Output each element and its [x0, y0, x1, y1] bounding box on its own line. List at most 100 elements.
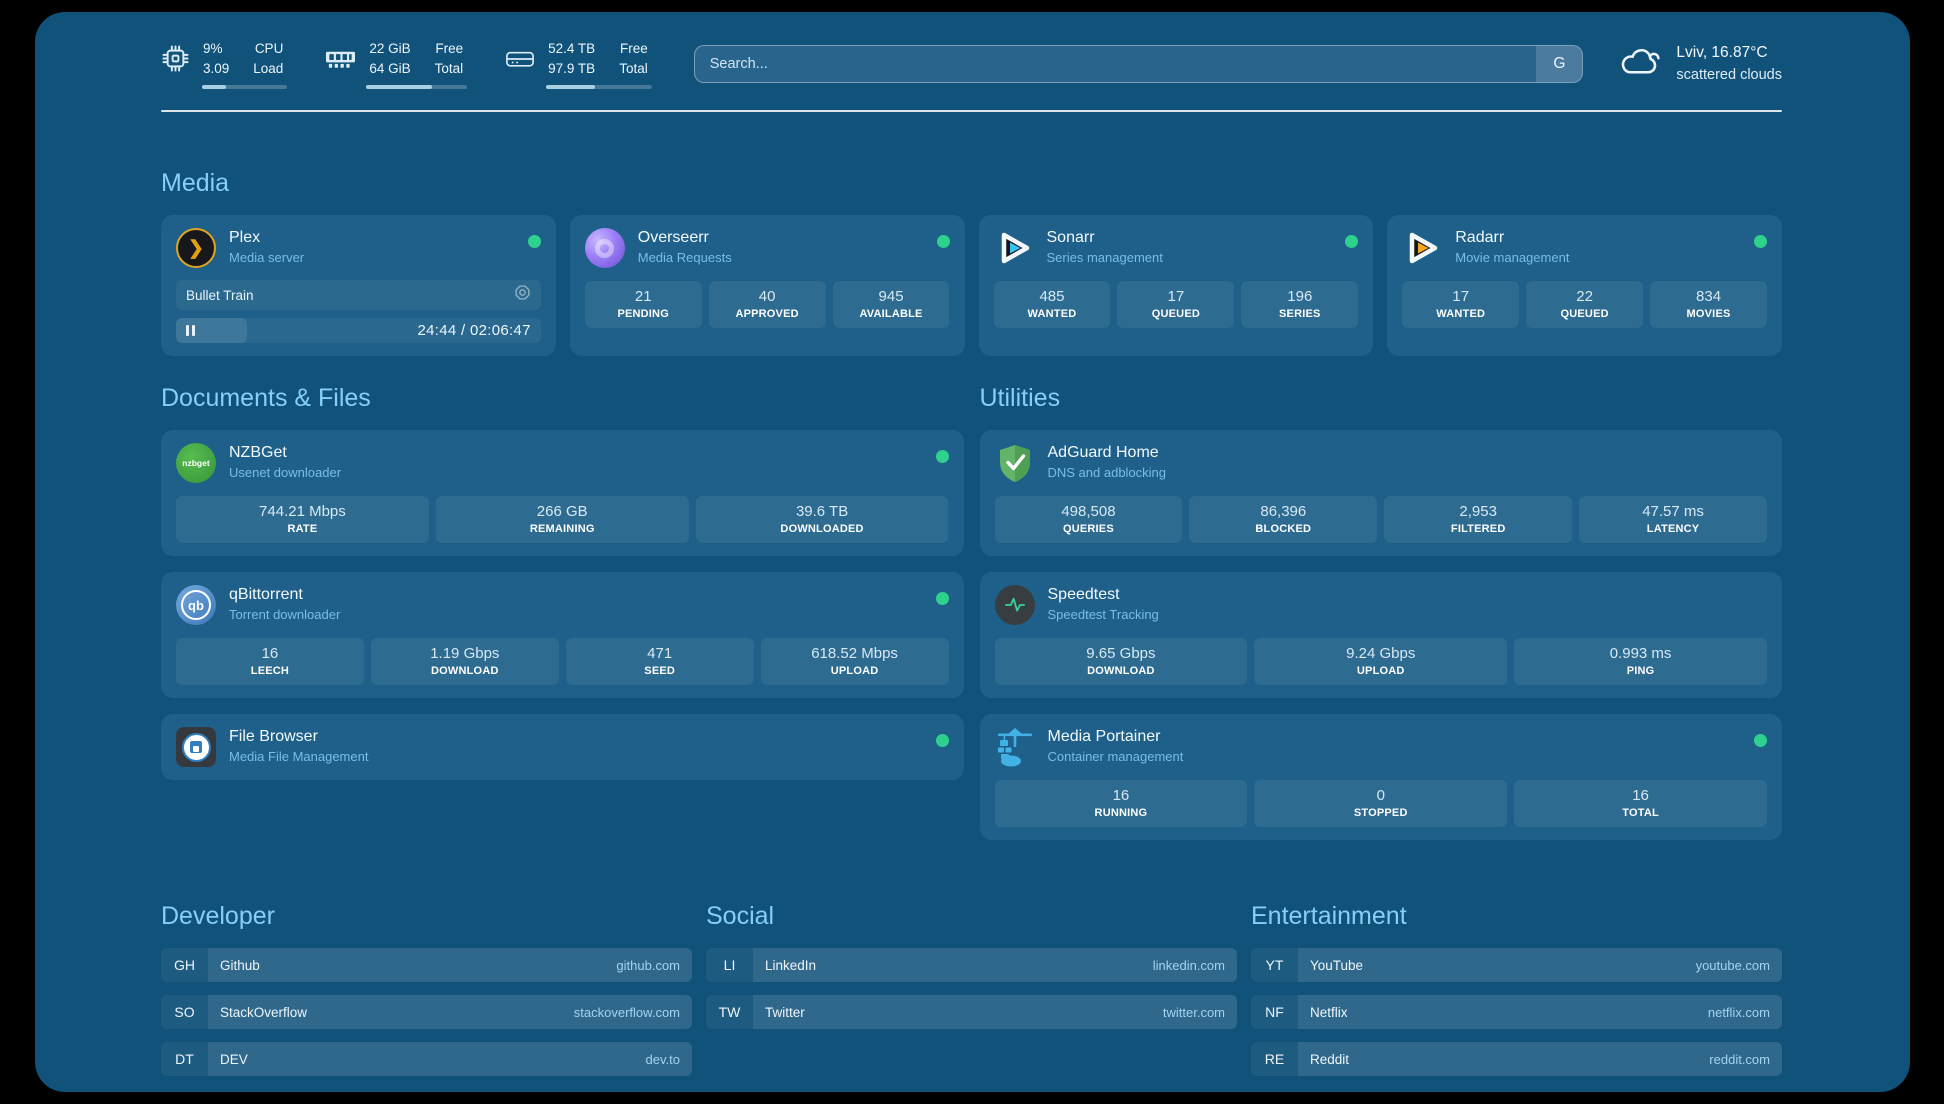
stat-stopped: 0 STOPPED [1254, 780, 1508, 828]
status-dot [935, 734, 949, 748]
status-dot [935, 592, 949, 606]
stat-blocked: 86,396 BLOCKED [1189, 496, 1378, 544]
cloud-icon [1617, 45, 1662, 83]
section-title-media: Media [161, 169, 230, 198]
section-title-social: Social [706, 902, 775, 931]
service-description: Media server [229, 250, 305, 266]
status-dot [527, 235, 541, 249]
service-name: Sonarr [1046, 229, 1095, 247]
service-name: AdGuard Home [1047, 444, 1159, 462]
gear-icon[interactable] [514, 284, 531, 306]
header-divider [161, 110, 1782, 113]
stat-rate: 744.21 Mbps RATE [176, 496, 429, 544]
disk-icon [505, 48, 535, 70]
stat-queued: 17 QUEUED [1117, 281, 1235, 329]
service-description: Usenet downloader [229, 465, 342, 481]
service-card-filebrowser[interactable]: File Browser Media File Management [161, 714, 964, 781]
cpu-usage-label: CPU [254, 41, 284, 56]
playback-progress-bar: 24:44 / 02:06:47 [176, 318, 541, 344]
stat-pending: 21 PENDING [584, 281, 702, 329]
service-name: qBittorrent [229, 586, 303, 604]
service-description: Movie management [1455, 250, 1570, 266]
weather-widget: Lviv, 16.87°C scattered clouds [1617, 42, 1782, 85]
bookmark-dev[interactable]: DT DEV dev.to [161, 1042, 692, 1077]
portainer-icon [995, 727, 1035, 767]
status-dot [935, 450, 949, 464]
memory-resource-widget: 22 GiB 64 GiB Free Total [325, 39, 468, 90]
stat-series: 196 SERIES [1241, 281, 1359, 329]
speedtest-icon [994, 585, 1035, 626]
service-card-speedtest[interactable]: Speedtest Speedtest Tracking 9.65 Gbps D… [979, 572, 1782, 699]
stat-total: 16 TOTAL [1514, 780, 1767, 828]
memory-icon [325, 48, 356, 70]
bookmark-reddit[interactable]: RE Reddit reddit.com [1251, 1042, 1782, 1077]
service-description: DNS and adblocking [1047, 465, 1167, 481]
memory-free-value: 22 GiB [369, 41, 411, 56]
stat-filtered: 2,953 FILTERED [1384, 496, 1573, 544]
overseerr-icon [584, 228, 625, 269]
status-dot [1345, 235, 1359, 249]
service-description: Torrent downloader [229, 607, 341, 623]
stat-leech: 16 LEECH [176, 638, 364, 686]
memory-progress-bar [366, 85, 468, 90]
service-name: Media Portainer [1047, 728, 1161, 746]
stat-ping: 0.993 ms PING [1514, 638, 1767, 686]
stat-movies: 834 MOVIES [1650, 281, 1767, 329]
section-title-utilities: Utilities [979, 384, 1061, 413]
stat-upload: 9.24 Gbps UPLOAD [1254, 638, 1508, 686]
weather-location-temp: Lviv, 16.87°C [1676, 44, 1768, 62]
disk-total-label: Total [619, 60, 648, 76]
service-card-radarr[interactable]: Radarr Movie management 17 WANTED 22 QUE… [1387, 215, 1782, 357]
service-description: Speedtest Tracking [1047, 607, 1159, 623]
bookmark-linkedin[interactable]: LI LinkedIn linkedin.com [706, 948, 1237, 983]
service-name: Overseerr [637, 229, 709, 247]
service-description: Series management [1046, 250, 1163, 266]
bookmark-group-social: Social LI LinkedIn linkedin.com TW Twitt… [706, 902, 1237, 1076]
bookmark-netflix[interactable]: NF Netflix netflix.com [1251, 995, 1782, 1030]
status-dot [936, 235, 950, 249]
search-input[interactable] [694, 46, 1537, 83]
search-bar: G [693, 45, 1584, 84]
stat-latency: 47.57 ms LATENCY [1579, 496, 1767, 544]
now-playing-row: Bullet Train [176, 280, 541, 311]
stat-upload: 618.52 Mbps UPLOAD [760, 638, 949, 686]
service-card-qbittorrent[interactable]: qb qBittorrent Torrent downloader 16 [161, 572, 964, 699]
service-name: File Browser [229, 728, 318, 746]
stat-approved: 40 APPROVED [708, 281, 826, 329]
bookmark-github[interactable]: GH Github github.com [161, 948, 692, 983]
stat-wanted: 17 WANTED [1402, 281, 1520, 329]
service-card-portainer[interactable]: Media Portainer Container management 16 … [979, 714, 1782, 841]
service-card-plex[interactable]: ❯ Plex Media server Bullet Train [161, 215, 556, 357]
qbittorrent-icon: qb [176, 585, 216, 626]
stat-wanted: 485 WANTED [993, 281, 1111, 329]
cpu-load-value: 3.09 [203, 60, 230, 76]
cpu-icon [161, 44, 190, 73]
nzbget-icon: nzbget [176, 443, 216, 484]
memory-total-label: Total [434, 60, 464, 76]
service-card-sonarr[interactable]: Sonarr Series management 485 WANTED 17 Q… [978, 215, 1374, 357]
disk-progress-bar [546, 85, 652, 90]
bookmark-twitter[interactable]: TW Twitter twitter.com [706, 995, 1237, 1030]
radarr-icon [1402, 228, 1442, 268]
service-card-nzbget[interactable]: nzbget NZBGet Usenet downloader 744.21 M… [161, 430, 964, 557]
service-card-adguard[interactable]: AdGuard Home DNS and adblocking 498,508 … [979, 430, 1782, 557]
plex-icon: ❯ [176, 228, 216, 269]
now-playing-title: Bullet Train [186, 287, 254, 303]
search-provider-button[interactable]: G [1536, 46, 1583, 83]
stat-downloaded: 39.6 TB DOWNLOADED [695, 496, 949, 544]
disk-total-value: 97.9 TB [548, 60, 596, 76]
playback-time: 24:44 / 02:06:47 [417, 322, 531, 340]
disk-resource-widget: 52.4 TB 97.9 TB Free Total [505, 39, 652, 90]
section-title-documents: Documents & Files [161, 384, 371, 413]
service-description: Container management [1047, 749, 1184, 765]
stat-running: 16 RUNNING [994, 780, 1248, 828]
service-card-overseerr[interactable]: Overseerr Media Requests 21 PENDING 40 A… [569, 215, 965, 357]
bookmark-stackoverflow[interactable]: SO StackOverflow stackoverflow.com [161, 995, 692, 1030]
cpu-usage-value: 9% [203, 41, 223, 56]
section-documents: Documents & Files nzbget NZBGet Usenet d… [161, 384, 964, 840]
cpu-progress-bar [202, 85, 288, 90]
stat-download: 9.65 Gbps DOWNLOAD [994, 638, 1248, 686]
dashboard: 9% 3.09 CPU Load [35, 12, 1910, 1092]
bookmark-youtube[interactable]: YT YouTube youtube.com [1251, 948, 1782, 983]
service-name: Plex [229, 229, 261, 247]
